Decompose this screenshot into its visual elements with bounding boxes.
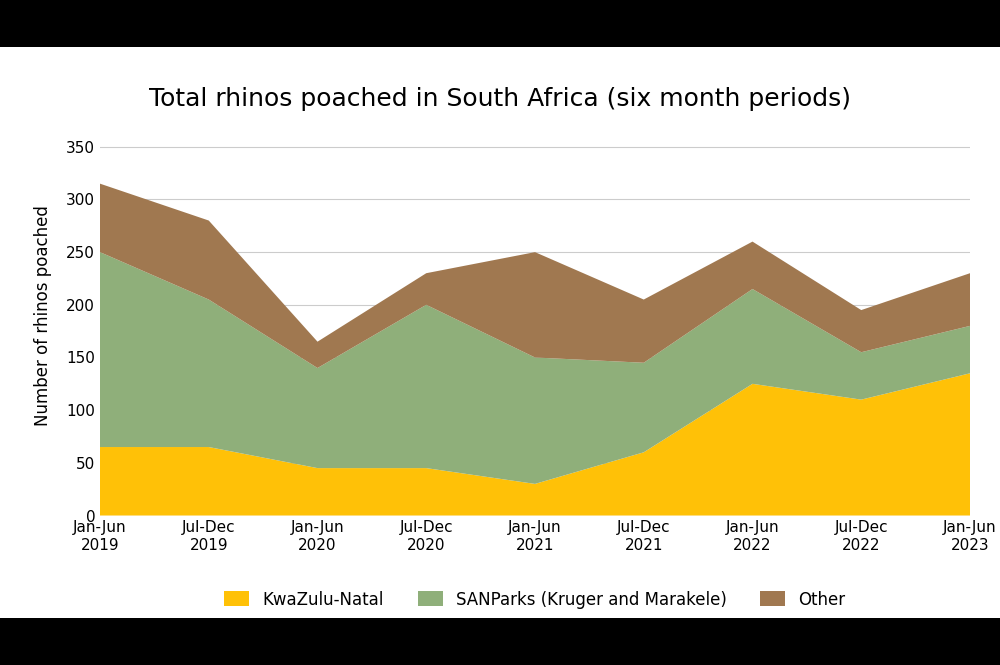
Text: Total rhinos poached in South Africa (six month periods): Total rhinos poached in South Africa (si… <box>149 86 851 110</box>
Legend: KwaZulu-Natal, SANParks (Kruger and Marakele), Other: KwaZulu-Natal, SANParks (Kruger and Mara… <box>218 584 852 615</box>
Y-axis label: Number of rhinos poached: Number of rhinos poached <box>34 205 52 426</box>
